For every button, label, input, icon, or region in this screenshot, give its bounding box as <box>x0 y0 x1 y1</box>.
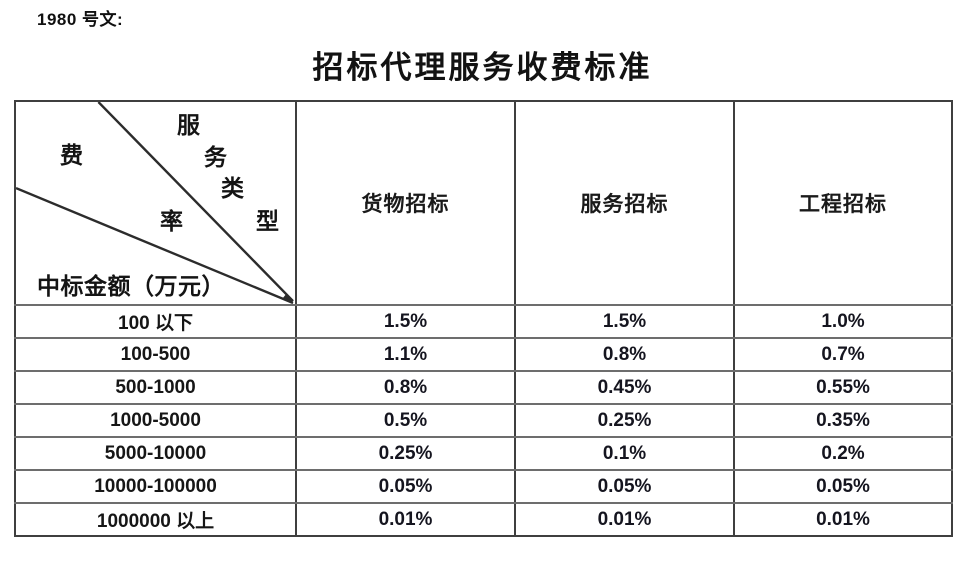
corner-label-rate: 率 <box>160 209 184 234</box>
amount-range-cell: 500-1000 <box>14 370 297 405</box>
table-row: 5000-10000 0.25% 0.1% 0.2% <box>14 436 953 471</box>
corner-label-service-char: 型 <box>256 209 280 234</box>
amount-range-cell: 10000-100000 <box>14 469 297 504</box>
corner-label-service-char: 务 <box>204 145 228 170</box>
engineering-rate-cell: 0.01% <box>733 502 953 537</box>
column-header-engineering: 工程招标 <box>733 100 953 306</box>
table-row: 100 以下 1.5% 1.5% 1.0% <box>14 304 953 339</box>
goods-rate-cell: 0.5% <box>295 403 516 438</box>
corner-label-service-char: 服 <box>177 113 201 138</box>
engineering-rate-cell: 0.35% <box>733 403 953 438</box>
table-row: 1000000 以上 0.01% 0.01% 0.01% <box>14 502 953 537</box>
table-row: 10000-100000 0.05% 0.05% 0.05% <box>14 469 953 504</box>
service-rate-cell: 0.45% <box>514 370 735 405</box>
service-rate-cell: 1.5% <box>514 304 735 339</box>
engineering-rate-cell: 0.55% <box>733 370 953 405</box>
service-rate-cell: 0.01% <box>514 502 735 537</box>
diagonal-corner-cell: 费 服 务 类 率 型 中标金额（万元） <box>14 100 297 306</box>
goods-rate-cell: 1.5% <box>295 304 516 339</box>
fee-standard-table: 费 服 务 类 率 型 中标金额（万元） 货物招标 服务招标 工程招标 100 … <box>14 100 953 537</box>
amount-range-cell: 100-500 <box>14 337 297 372</box>
goods-rate-cell: 1.1% <box>295 337 516 372</box>
engineering-rate-cell: 0.05% <box>733 469 953 504</box>
page-title: 招标代理服务收费标准 <box>312 50 653 85</box>
goods-rate-cell: 0.01% <box>295 502 516 537</box>
service-rate-cell: 0.25% <box>514 403 735 438</box>
goods-rate-cell: 0.8% <box>295 370 516 405</box>
corner-label-fee: 费 <box>60 143 84 168</box>
column-header-goods: 货物招标 <box>295 100 516 306</box>
service-rate-cell: 0.05% <box>514 469 735 504</box>
service-rate-cell: 0.8% <box>514 337 735 372</box>
document-number-note: 1980 号文: <box>37 10 124 29</box>
table-row: 500-1000 0.8% 0.45% 0.55% <box>14 370 953 405</box>
column-header-services: 服务招标 <box>514 100 735 306</box>
corner-label-service-char: 类 <box>221 176 245 201</box>
amount-range-cell: 100 以下 <box>14 304 297 339</box>
engineering-rate-cell: 0.2% <box>733 436 953 471</box>
engineering-rate-cell: 1.0% <box>733 304 953 339</box>
service-rate-cell: 0.1% <box>514 436 735 471</box>
table-row: 100-500 1.1% 0.8% 0.7% <box>14 337 953 372</box>
table-header-row: 费 服 务 类 率 型 中标金额（万元） 货物招标 服务招标 工程招标 <box>14 100 953 306</box>
diagonal-divider-lines <box>16 102 294 304</box>
engineering-rate-cell: 0.7% <box>733 337 953 372</box>
table-row: 1000-5000 0.5% 0.25% 0.35% <box>14 403 953 438</box>
amount-range-cell: 5000-10000 <box>14 436 297 471</box>
goods-rate-cell: 0.25% <box>295 436 516 471</box>
goods-rate-cell: 0.05% <box>295 469 516 504</box>
amount-range-cell: 1000-5000 <box>14 403 297 438</box>
amount-range-cell: 1000000 以上 <box>14 502 297 537</box>
corner-label-amount: 中标金额（万元） <box>37 274 225 299</box>
